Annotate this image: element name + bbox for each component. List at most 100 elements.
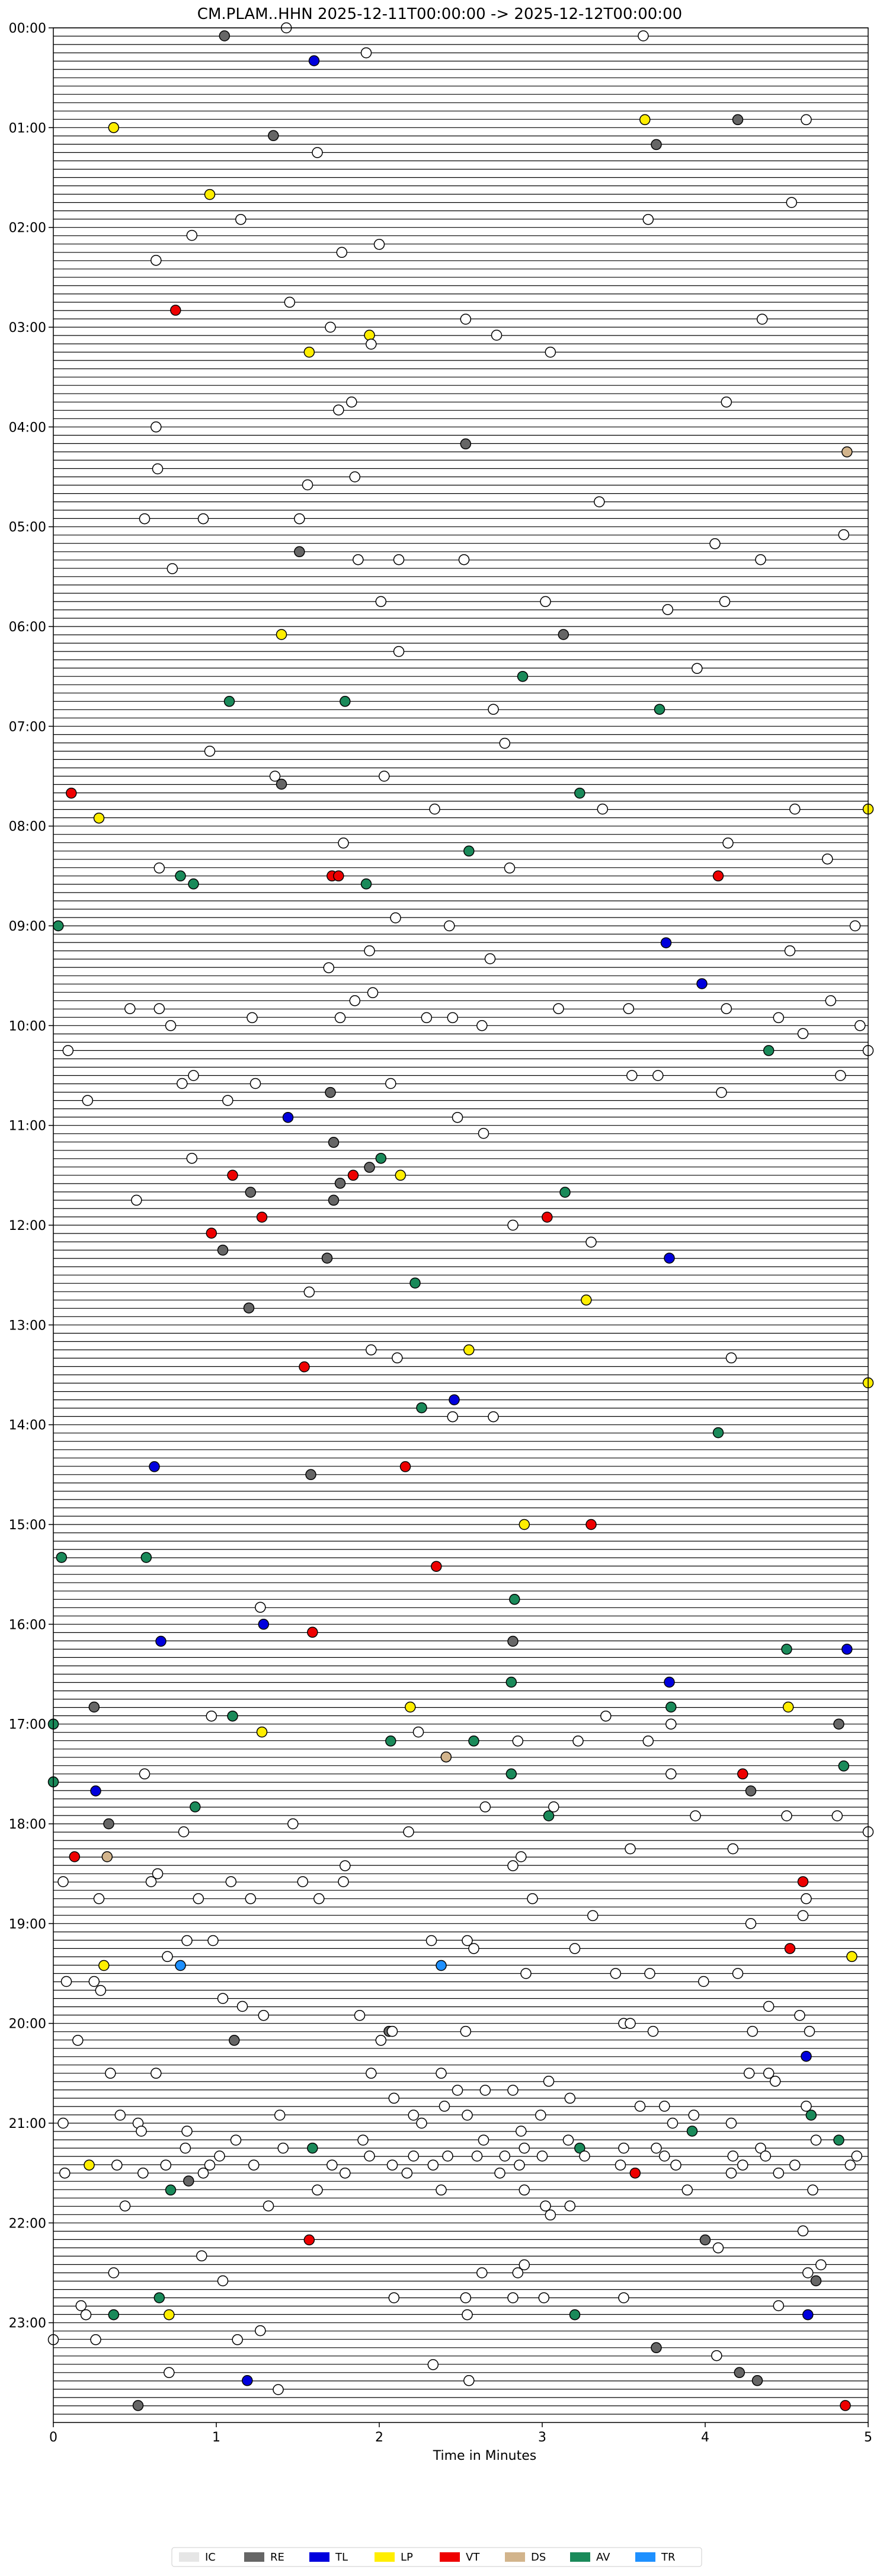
event-marker-vt xyxy=(784,1943,796,1954)
event-marker-ic xyxy=(659,2150,670,2162)
event-marker-ic xyxy=(452,1111,463,1123)
y-tick-label: 09:00 xyxy=(9,919,46,934)
event-marker-ic xyxy=(688,2110,700,2121)
event-marker-ic xyxy=(294,513,305,525)
event-marker-ic xyxy=(499,2150,511,2162)
event-marker-ic xyxy=(634,2101,646,2112)
event-marker-ic xyxy=(364,2150,375,2162)
y-tick-label: 21:00 xyxy=(9,2117,46,2131)
event-marker-ic xyxy=(540,596,551,608)
y-tick-label: 08:00 xyxy=(9,820,46,835)
event-marker-ic xyxy=(114,2110,126,2121)
event-marker-ic xyxy=(801,114,812,126)
event-marker-ic xyxy=(794,2009,805,2021)
event-marker-av xyxy=(463,845,475,857)
event-marker-ic xyxy=(82,1095,94,1106)
event-marker-ic xyxy=(463,2375,475,2386)
event-marker-ic xyxy=(548,1801,559,1813)
event-marker-ic xyxy=(585,1236,597,1248)
event-marker-ic xyxy=(436,2184,447,2196)
event-marker-ic xyxy=(217,1993,229,2004)
event-marker-ic xyxy=(725,1352,737,1364)
event-marker-ic xyxy=(439,2101,450,2112)
event-marker-ic xyxy=(681,2184,693,2196)
event-marker-re xyxy=(734,2367,745,2379)
event-marker-ic xyxy=(471,2150,483,2162)
event-marker-lp xyxy=(639,114,651,126)
legend-swatch xyxy=(505,2552,525,2562)
y-tick-label: 17:00 xyxy=(9,1718,46,1733)
event-marker-ic xyxy=(152,1868,164,1880)
event-marker-re xyxy=(183,2175,194,2187)
event-marker-re xyxy=(219,30,231,41)
event-marker-av xyxy=(375,1152,387,1164)
event-marker-lp xyxy=(108,122,120,133)
event-marker-ic xyxy=(835,1070,846,1081)
event-marker-ic xyxy=(349,995,361,1006)
event-marker-ic xyxy=(312,147,323,158)
event-marker-av xyxy=(227,1710,238,1722)
event-marker-ic xyxy=(545,2209,556,2221)
event-marker-ic xyxy=(214,2150,225,2162)
event-marker-lp xyxy=(204,188,216,200)
event-marker-ic xyxy=(162,1951,173,1963)
event-marker-ic xyxy=(745,1918,757,1929)
event-marker-re xyxy=(229,2035,240,2046)
event-marker-ic xyxy=(822,853,833,865)
event-marker-re xyxy=(103,1818,114,1830)
event-marker-av xyxy=(223,696,235,707)
event-marker-ic xyxy=(366,2067,377,2079)
event-marker-ic xyxy=(597,803,609,815)
event-marker-ic xyxy=(412,1726,424,1738)
event-marker-ic xyxy=(204,2159,216,2171)
event-marker-ic xyxy=(831,1810,843,1821)
event-marker-re xyxy=(651,139,662,151)
event-marker-lp xyxy=(395,1169,407,1181)
event-marker-ic xyxy=(442,2150,453,2162)
event-marker-ic xyxy=(478,1127,489,1139)
event-marker-ic xyxy=(626,1070,638,1081)
event-marker-tl xyxy=(258,1619,270,1630)
event-markers xyxy=(47,22,874,2411)
event-marker-av xyxy=(385,1736,396,1747)
event-marker-ic xyxy=(737,2159,748,2171)
trace-lines xyxy=(53,27,868,2415)
event-marker-ic xyxy=(186,229,198,241)
event-marker-ic xyxy=(458,554,470,565)
event-marker-re xyxy=(328,1194,340,1206)
event-marker-lp xyxy=(405,1701,416,1713)
event-marker-ic xyxy=(569,1943,581,1954)
event-marker-ic xyxy=(801,2101,812,2112)
event-marker-av xyxy=(416,1402,427,1414)
event-marker-ic xyxy=(193,1893,204,1904)
event-marker-lp xyxy=(256,1726,268,1738)
event-marker-lp xyxy=(519,1519,530,1530)
event-marker-ic xyxy=(519,2184,530,2196)
event-marker-vt xyxy=(629,2167,641,2179)
event-marker-ic xyxy=(665,1718,677,1730)
event-marker-ic xyxy=(755,2142,766,2154)
event-marker-tr xyxy=(175,1960,186,1971)
event-marker-ic xyxy=(153,1003,165,1014)
event-marker-ic xyxy=(367,987,379,999)
event-marker-ic xyxy=(519,2142,530,2154)
event-marker-ic xyxy=(476,1020,488,1031)
event-marker-re xyxy=(334,1178,346,1189)
event-marker-ic xyxy=(781,1810,792,1821)
event-marker-ic xyxy=(716,1086,727,1098)
event-marker-ic xyxy=(364,945,375,957)
event-marker-ic xyxy=(373,239,385,250)
event-marker-ic xyxy=(188,1070,199,1081)
event-marker-ic xyxy=(476,2267,488,2278)
legend-label: VT xyxy=(466,2551,480,2564)
event-marker-ic xyxy=(711,2350,722,2361)
event-marker-vt xyxy=(69,1851,81,1862)
event-marker-av xyxy=(574,787,585,799)
event-marker-ic xyxy=(460,2292,472,2303)
event-marker-ic xyxy=(512,2267,524,2278)
event-marker-ic xyxy=(72,2035,84,2046)
event-marker-ic xyxy=(722,838,734,849)
y-tick-label: 19:00 xyxy=(9,1917,46,1932)
event-marker-ic xyxy=(180,2142,191,2154)
event-marker-ic xyxy=(579,2150,590,2162)
